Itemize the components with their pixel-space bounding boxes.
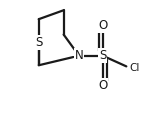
Text: S: S: [35, 36, 42, 49]
Text: O: O: [98, 79, 107, 92]
Text: Cl: Cl: [130, 63, 140, 73]
Text: S: S: [99, 49, 106, 62]
Text: O: O: [98, 19, 107, 32]
Text: N: N: [75, 49, 83, 62]
